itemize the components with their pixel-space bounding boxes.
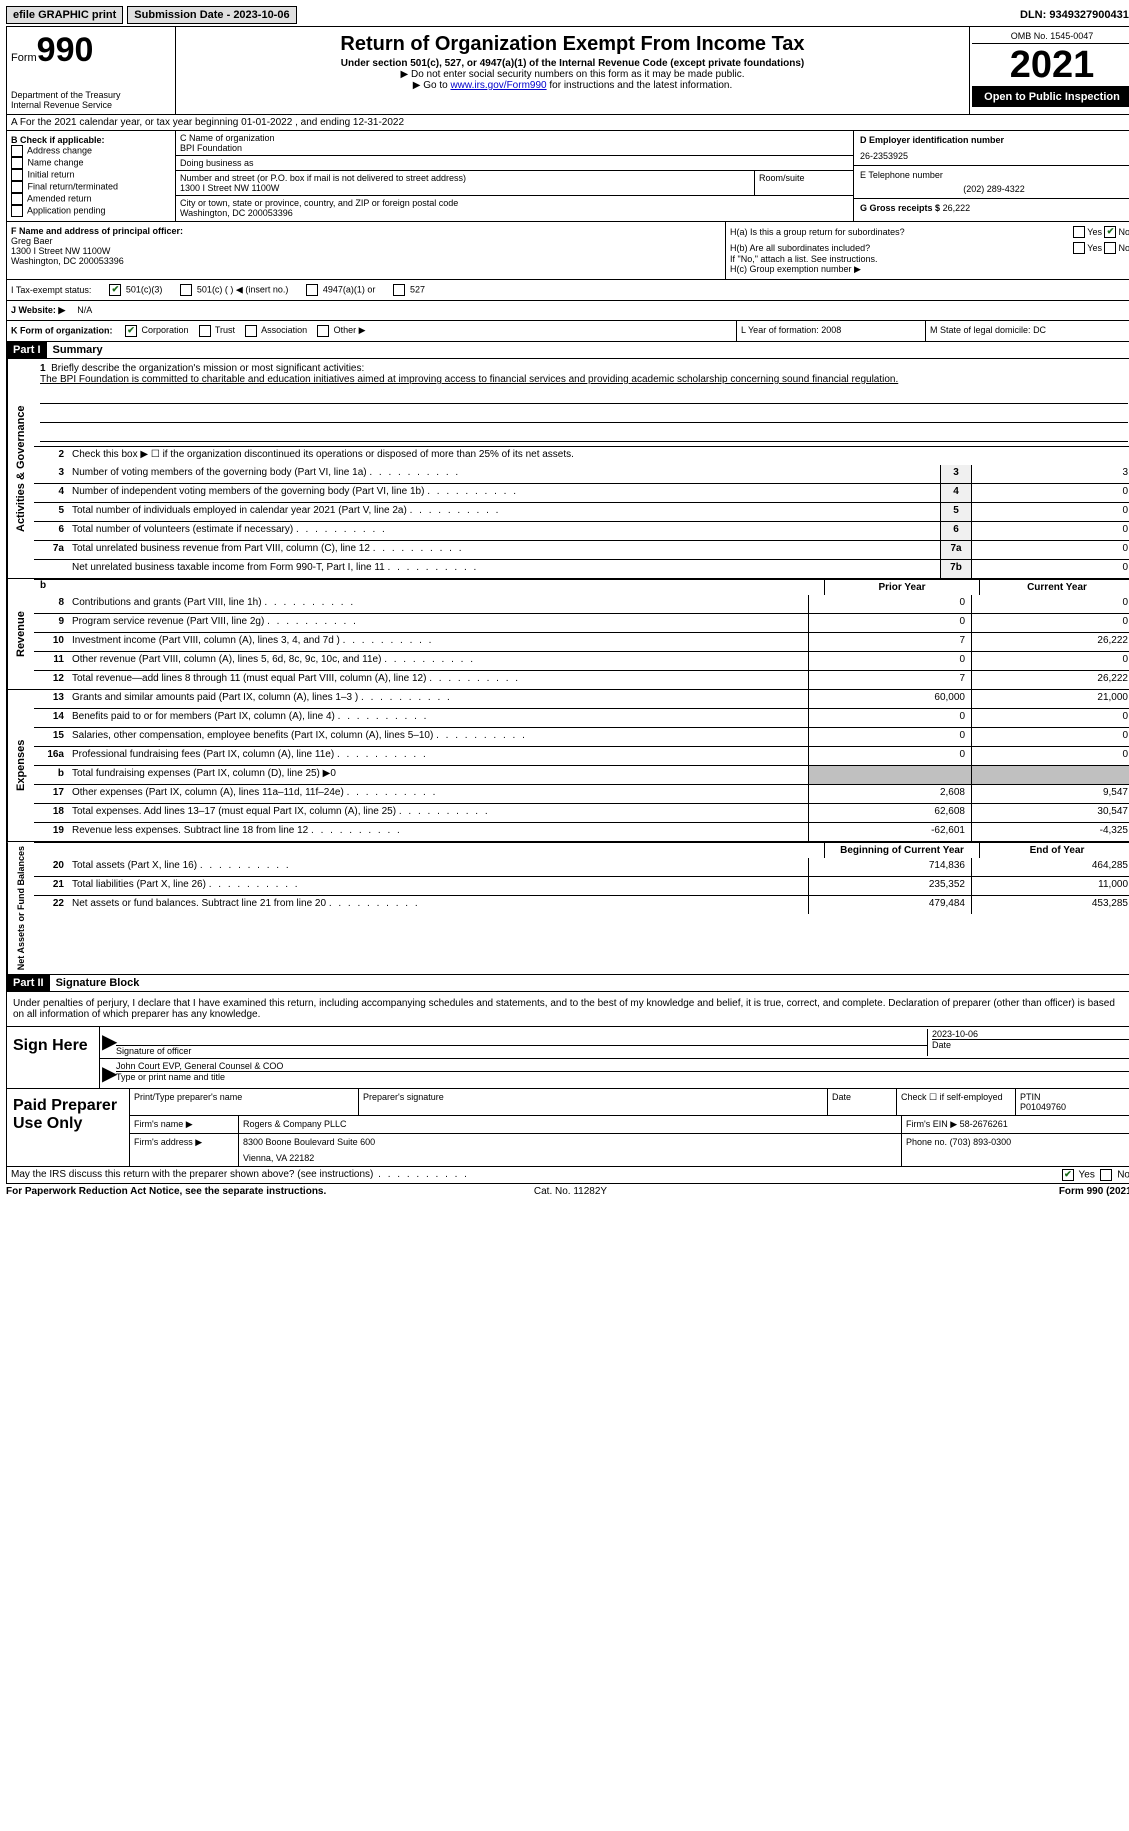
ein-value: 26-2353925 (860, 151, 1128, 161)
501c-checkbox[interactable] (180, 284, 192, 296)
preparer-block: Paid Preparer Use Only Print/Type prepar… (6, 1089, 1129, 1167)
hb-yes-checkbox[interactable] (1073, 242, 1085, 254)
expenses-section: Expenses 13Grants and similar amounts pa… (6, 690, 1129, 842)
discuss-row: May the IRS discuss this return with the… (6, 1167, 1129, 1184)
omb-number: OMB No. 1545-0047 (972, 29, 1129, 44)
line-a: A For the 2021 calendar year, or tax yea… (6, 115, 1129, 131)
boxb-checkbox[interactable] (11, 169, 23, 181)
form-header: Form990 Department of the Treasury Inter… (6, 26, 1129, 115)
org-name: BPI Foundation (180, 143, 849, 153)
hb-label: H(b) Are all subordinates included? (730, 243, 1073, 253)
part2-header: Part II Signature Block (6, 975, 1129, 992)
street-value: 1300 I Street NW 1100W (180, 183, 750, 193)
irs-link[interactable]: www.irs.gov/Form990 (450, 80, 546, 91)
phone-value: (202) 289-4322 (860, 184, 1128, 194)
box-b-label: B Check if applicable: (11, 135, 171, 145)
ha-no-checkbox[interactable] (1104, 226, 1116, 238)
revenue-section: Revenue bPrior YearCurrent Year 8Contrib… (6, 579, 1129, 690)
officer-name: Greg Baer (11, 236, 721, 246)
form-title: Return of Organization Exempt From Incom… (180, 33, 965, 56)
netassets-section: Net Assets or Fund Balances Beginning of… (6, 842, 1129, 975)
discuss-yes-checkbox[interactable] (1062, 1169, 1074, 1181)
boxb-checkbox[interactable] (11, 145, 23, 157)
boxb-checkbox[interactable] (11, 157, 23, 169)
gross-label: G Gross receipts $ (860, 203, 940, 213)
footer-line: For Paperwork Reduction Act Notice, see … (6, 1186, 1129, 1197)
boxb-checkbox[interactable] (11, 181, 23, 193)
ha-label: H(a) Is this a group return for subordin… (730, 227, 1073, 237)
signer-name: John Court EVP, General Counsel & COO (116, 1061, 1129, 1072)
527-checkbox[interactable] (393, 284, 405, 296)
tax-year: 2021 (972, 44, 1129, 87)
vlabel-expenses: Expenses (7, 690, 34, 841)
vlabel-revenue: Revenue (7, 579, 34, 689)
part1-body: Activities & Governance 1 Briefly descri… (6, 359, 1129, 579)
vlabel-activities: Activities & Governance (7, 359, 34, 578)
org-info-block: B Check if applicable: Address change Na… (6, 131, 1129, 222)
gross-value: 26,222 (943, 203, 971, 213)
public-inspection: Open to Public Inspection (972, 87, 1129, 107)
officer-group-block: F Name and address of principal officer:… (6, 222, 1129, 280)
ha-yes-checkbox[interactable] (1073, 226, 1085, 238)
irs-label: Internal Revenue Service (11, 100, 171, 110)
dln: DLN: 93493279004313 (1020, 9, 1129, 21)
boxk-checkbox[interactable] (317, 325, 329, 337)
discuss-no-checkbox[interactable] (1100, 1169, 1112, 1181)
mission-text: The BPI Foundation is committed to chari… (40, 374, 898, 385)
officer-addr2: Washington, DC 200053396 (11, 256, 721, 266)
city-value: Washington, DC 200053396 (180, 208, 849, 218)
vlabel-netassets: Net Assets or Fund Balances (7, 842, 34, 974)
ein-label: D Employer identification number (860, 135, 1128, 145)
website-row: J Website: ▶ N/A (6, 301, 1129, 321)
boxk-checkbox[interactable] (125, 325, 137, 337)
tax-status-row: I Tax-exempt status: 501(c)(3) 501(c) ( … (6, 280, 1129, 301)
officer-label: F Name and address of principal officer: (11, 226, 721, 236)
note-ssn: ▶ Do not enter social security numbers o… (180, 69, 965, 80)
street-label: Number and street (or P.O. box if mail i… (180, 173, 750, 183)
hb-no-checkbox[interactable] (1104, 242, 1116, 254)
phone-label: E Telephone number (860, 170, 1128, 180)
4947-checkbox[interactable] (306, 284, 318, 296)
boxb-checkbox[interactable] (11, 193, 23, 205)
city-label: City or town, state or province, country… (180, 198, 849, 208)
website-value: N/A (77, 305, 92, 316)
boxk-checkbox[interactable] (199, 325, 211, 337)
hb-note: If "No," attach a list. See instructions… (730, 254, 1129, 264)
top-bar: efile GRAPHIC print Submission Date - 20… (6, 6, 1129, 24)
officer-addr1: 1300 I Street NW 1100W (11, 246, 721, 256)
sign-block: Sign Here ▶ Signature of officer 2023-10… (6, 1027, 1129, 1089)
submission-date: Submission Date - 2023-10-06 (127, 6, 296, 24)
501c3-checkbox[interactable] (109, 284, 121, 296)
hc-label: H(c) Group exemption number ▶ (730, 264, 1129, 275)
efile-button[interactable]: efile GRAPHIC print (6, 6, 123, 24)
form-subtitle: Under section 501(c), 527, or 4947(a)(1)… (180, 58, 965, 69)
klm-row: K Form of organization: Corporation Trus… (6, 321, 1129, 342)
form-number: Form990 (11, 31, 171, 70)
part1-header: Part I Summary (6, 342, 1129, 359)
boxb-checkbox[interactable] (11, 205, 23, 217)
note-link: ▶ Go to www.irs.gov/Form990 for instruct… (180, 80, 965, 91)
dept-treasury: Department of the Treasury (11, 90, 171, 100)
name-label: C Name of organization (180, 133, 849, 143)
declaration-text: Under penalties of perjury, I declare th… (6, 992, 1129, 1027)
dba-label: Doing business as (180, 158, 849, 168)
room-label: Room/suite (755, 171, 853, 195)
boxk-checkbox[interactable] (245, 325, 257, 337)
